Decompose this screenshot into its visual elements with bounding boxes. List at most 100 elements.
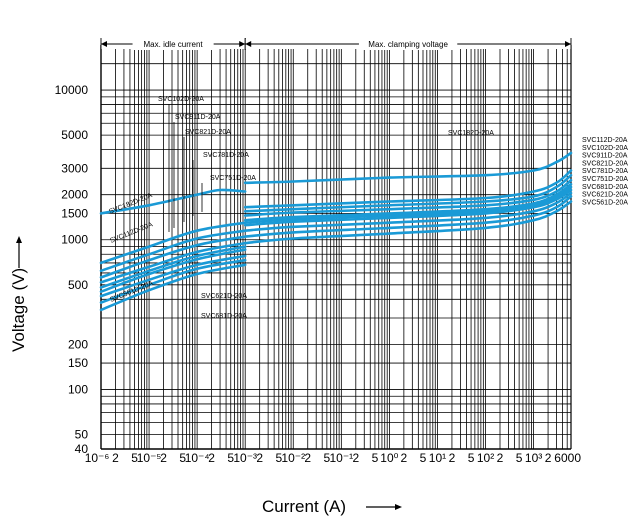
series-line — [243, 185, 573, 224]
y-tick-label: 3000 — [61, 161, 88, 175]
y-tick-labels: 10000 5000 3000 2000 1500 1000 500 200 150 100 504… — [55, 83, 89, 456]
x-tick-label: 5 — [372, 451, 379, 465]
x-tick-label: 6000 — [554, 451, 581, 465]
x-tick-label: 10⁰ — [380, 451, 398, 465]
legend-entry: SVC112D-20A — [582, 137, 628, 144]
x-tick-label: 2 — [256, 451, 263, 465]
y-tick-label: 50 — [75, 427, 89, 441]
x-tick-label: 2 — [304, 451, 311, 465]
x-tick-label: 2 — [401, 451, 408, 465]
y-tick-label: 1500 — [61, 206, 88, 220]
series-line — [99, 229, 247, 273]
series-line — [99, 245, 247, 289]
curve-annotation: SVC681D-20A — [201, 313, 247, 320]
series-line — [99, 221, 247, 265]
range-arrow-left — [101, 41, 107, 47]
range-indicator: Max. idle current — [100, 38, 246, 50]
curve-annotation: SVC621D-20A — [201, 293, 247, 300]
curve-annotation: SVC751D-20A — [210, 175, 256, 182]
x-tick-label: 2 — [545, 451, 552, 465]
x-tick-label: 10⁻² — [281, 451, 305, 465]
legend-entry: SVC561D-20A — [582, 199, 628, 206]
curve-annotation: SVC182D-20A — [448, 130, 494, 137]
x-tick-label: 5 — [468, 451, 475, 465]
x-tick-label: 2 — [352, 451, 359, 465]
y-tick-label: 200 — [68, 337, 88, 351]
series-line — [243, 169, 573, 209]
x-tick-label: 5 — [179, 451, 186, 465]
series-line — [99, 241, 247, 284]
range-label-background — [132, 38, 214, 50]
range-label: Max. clamping voltage — [368, 40, 448, 49]
x-tick-label: 2 — [112, 451, 119, 465]
series-line — [99, 254, 247, 298]
range-arrow-right — [565, 41, 571, 47]
x-tick-label: 2 — [497, 451, 504, 465]
x-tick-label: 2 — [449, 451, 456, 465]
series-line — [99, 258, 247, 304]
curve-annotation: SVC911D-20A — [175, 114, 221, 121]
range-label: Max. idle current — [144, 40, 204, 49]
series-line — [243, 182, 573, 222]
x-axis-title: Current (A) — [262, 497, 346, 516]
legend-entry: SVC821D-20A — [582, 160, 628, 167]
x-tick-label: 10⁻⁵ — [137, 451, 162, 465]
x-tick-label: 5 — [275, 451, 282, 465]
y-tick-label: 1000 — [61, 233, 88, 247]
y-tick-label: 10000 — [55, 83, 89, 97]
y-tick-label: 500 — [68, 278, 88, 292]
y-tick-label: 40 — [75, 442, 89, 456]
x-tick-label: 2 — [208, 451, 215, 465]
x-tick-label: 10⁻¹ — [329, 451, 353, 465]
curve-annotation: SVC781D-20A — [203, 152, 249, 159]
range-label-background — [358, 38, 458, 50]
series-line — [243, 191, 573, 232]
x-tick-label: 2 — [160, 451, 167, 465]
y-axis-title: Voltage (V) — [9, 268, 28, 352]
x-tick-label: 10³ — [525, 451, 542, 465]
y-tick-label: 150 — [68, 356, 88, 370]
grid-lines — [100, 44, 572, 450]
series-line — [243, 188, 573, 227]
plot-frame — [100, 45, 572, 450]
x-axis-arrow — [366, 504, 402, 510]
x-tick-label: 5 — [131, 451, 138, 465]
y-tick-label: 2000 — [61, 188, 88, 202]
series-line — [243, 200, 573, 245]
x-tick-label: 10⁻⁶ — [85, 451, 110, 465]
x-tick-label: 5 — [324, 451, 331, 465]
x-tick-label: 10² — [477, 451, 494, 465]
x-tick-label: 10⁻³ — [233, 451, 257, 465]
legend-entry: SVC751D-20A — [582, 176, 628, 183]
curve-annotation: SVC112D-20A — [109, 221, 154, 245]
x-tick-label: 10⁻⁴ — [185, 451, 210, 465]
y-axis-arrow — [16, 236, 22, 268]
range-indicator: Max. clamping voltage — [244, 38, 572, 50]
series-line — [99, 235, 247, 279]
series-line — [243, 195, 573, 238]
x-tick-label: 5 — [227, 451, 234, 465]
series-line — [99, 188, 247, 215]
legend-entry: SVC911D-20A — [582, 153, 628, 160]
legend-entry: SVC681D-20A — [582, 184, 628, 191]
y-tick-label: 5000 — [61, 128, 88, 142]
right-legend: SVC112D-20ASVC102D-20ASVC911D-20ASVC821D… — [582, 137, 628, 206]
curve-annotation: SVC102D-20A — [158, 96, 204, 103]
range-arrow-left — [245, 41, 252, 47]
series-line — [99, 248, 247, 293]
legend-entry: SVC102D-20A — [582, 145, 628, 152]
legend-entry: SVC621D-20A — [582, 192, 628, 199]
x-tick-label: 5 — [516, 451, 523, 465]
x-tick-labels: 10⁻⁶ 2 510⁻⁵2 510⁻⁴2 5 10⁻³ 2 5 10⁻² 2 5 10⁻¹ 2 5 10⁰ 2… — [85, 451, 582, 465]
range-arrow-right — [239, 41, 246, 47]
y-tick-label: 100 — [68, 382, 88, 396]
series-line — [243, 173, 573, 213]
x-tick-label: 5 — [420, 451, 427, 465]
series-line — [99, 263, 247, 312]
series-line — [243, 178, 573, 217]
x-tick-label: 10¹ — [429, 451, 446, 465]
legend-entry: SVC781D-20A — [582, 168, 628, 175]
range-indicators: Max. idle current Max. clamping voltage — [100, 38, 572, 50]
curve-annotation: SVC821D-20A — [185, 129, 231, 136]
